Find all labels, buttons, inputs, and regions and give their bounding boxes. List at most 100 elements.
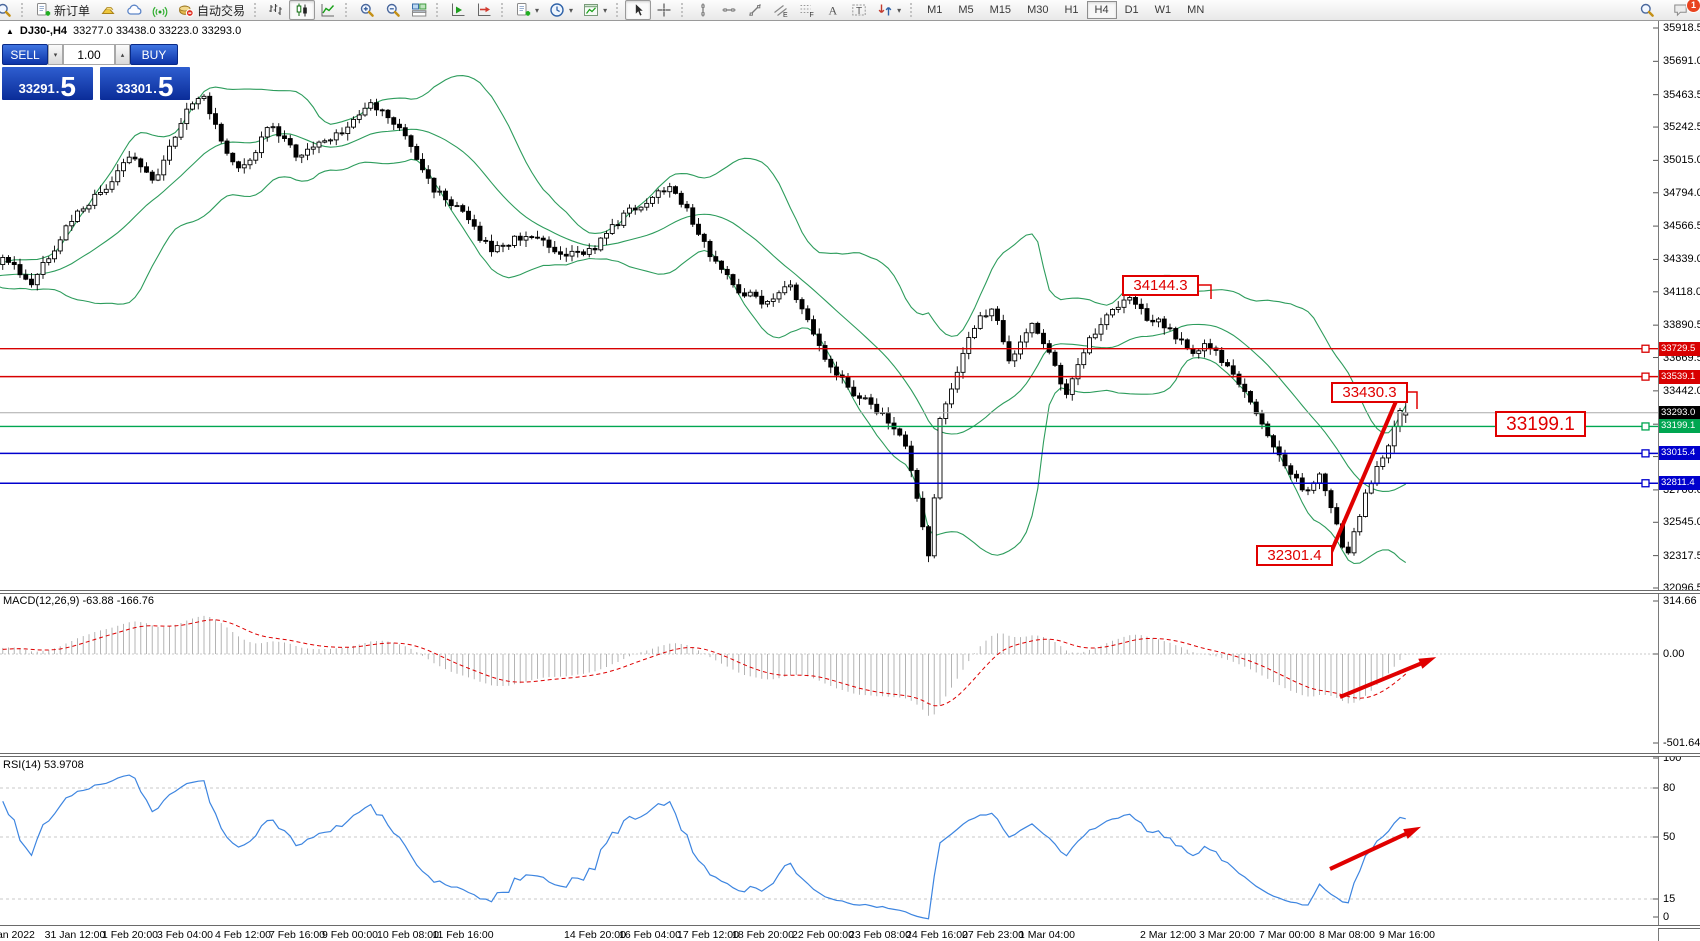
price-annotation-33430.3[interactable]: 33430.3 [1331,382,1408,403]
periods-button[interactable]: ▾ [544,1,578,19]
horizontal-line-button[interactable] [716,1,742,19]
chart-shift-button[interactable] [471,1,497,19]
new-chart-button[interactable]: ▾ [510,1,544,19]
timeframe-h1-button[interactable]: H1 [1064,4,1079,16]
sell-button[interactable]: SELL [2,44,48,65]
hline-handle[interactable] [1641,449,1650,458]
buy-price-button[interactable]: 33301 . 5 [99,67,190,102]
trendline-button[interactable] [742,1,768,19]
sell-price-button[interactable]: 33291 . 5 [2,67,93,101]
cursor-button[interactable] [625,0,652,20]
timeframe-m5-button[interactable]: M5 [958,4,974,16]
timeframe-w1-button[interactable]: W1 [1154,4,1172,16]
hline-handle[interactable] [1641,422,1650,431]
timeframe-d1-button[interactable]: D1 [1124,4,1139,16]
price-tick: 35463.5 [1663,88,1700,101]
hline-handle[interactable] [1641,479,1650,488]
vertical-line-button[interactable] [690,1,716,19]
crosshair-button[interactable] [651,1,677,19]
main-plot[interactable] [0,74,1409,565]
signal-button[interactable] [147,1,173,19]
time-label: 31 Jan 12:00 [44,929,106,941]
hline-handle[interactable] [1641,344,1650,353]
price-axis: 35918.5 35691.0 35463.5 35242.5 35015.0 34794… [1658,21,1700,941]
toolbar-right-group: 1 [1634,0,1700,19]
time-label: 17 Feb 12:00 [677,929,739,941]
symbol-period-label: DJ30-,H4 [19,25,67,37]
hline-handle[interactable] [1641,372,1650,381]
price-annotation-33199.1[interactable]: 33199.1 [1495,411,1586,437]
candles-chart-icon [294,2,310,18]
line-chart-button[interactable] [315,1,341,19]
autotrade-button[interactable]: 自动交易 [173,1,250,19]
notification-badge: 1 [1686,0,1700,13]
timeframe-m1-button[interactable]: M1 [927,4,943,16]
ohlc-values: 33277.0 33438.0 33223.0 33293.0 [73,25,242,37]
lot-decrease-button[interactable]: ▾ [48,44,63,65]
timeframe-h4-button[interactable]: H4 [1086,1,1117,19]
macd-indicator-label: MACD(12,26,9) -63.88 -166.76 [3,595,155,607]
macd-axis-value: 0.00 [1663,648,1685,660]
templates-button[interactable]: ▾ [578,1,612,19]
lot-increase-button[interactable]: ▴ [115,44,130,65]
arrows-button[interactable]: ▾ [872,1,906,19]
main-macd-separator[interactable] [0,590,1700,594]
zoom-out-button[interactable] [380,1,406,19]
text-button[interactable]: A [820,1,846,19]
price-tick: 34566.5 [1663,220,1700,233]
rsi-trend-arrow[interactable] [1329,826,1422,871]
zoom-in-icon [359,2,375,18]
templates-icon [583,2,599,18]
price-tag-33199.1: 33199.1 [1659,419,1700,434]
price-trend-arrow[interactable] [1324,382,1404,565]
price-tick: 34339.0 [1663,253,1700,266]
buy-price-pips: 5 [157,71,174,102]
price-annotation-34144.3[interactable]: 34144.3 [1122,275,1199,296]
chevron-down-icon: ▾ [603,5,608,15]
cursor-icon [630,2,646,18]
macd-rsi-separator[interactable] [0,753,1700,757]
rsi-plot[interactable] [0,774,1658,920]
timeframe-mn-button[interactable]: MN [1187,4,1205,16]
autoscroll-button[interactable] [445,1,471,19]
search-button[interactable] [1634,1,1660,19]
equidistant-channel-button[interactable]: E [768,1,794,19]
buy-price-main: 33301 [116,81,153,96]
gold-button[interactable] [95,1,121,19]
new-chart-group: ▾ ▾ ▾ [510,0,612,20]
time-axis: 28 Jan 2022 31 Jan 12:001 Feb 20:003 Feb … [0,927,1658,941]
candle-chart-button[interactable] [289,0,316,20]
line-chart-icon [320,2,336,18]
fibonacci-button[interactable]: F [794,1,820,19]
price-tick: 34794.0 [1663,186,1700,199]
new-order-button-label: 新订单 [54,3,91,18]
macd-plot[interactable] [0,615,1658,716]
price-tag-33539.1: 33539.1 [1659,369,1700,384]
time-label: 3 Mar 20:00 [1198,929,1256,941]
notifications-button[interactable]: 1 [1668,0,1700,19]
channel-icon: E [773,2,789,18]
tile-windows-button[interactable] [406,1,432,19]
lot-size-input[interactable] [63,44,115,65]
text-label-button[interactable]: T [846,1,872,19]
time-label: 7 Mar 00:00 [1258,929,1316,941]
svg-text:F: F [810,12,814,18]
zoom-in-button[interactable] [354,1,380,19]
new-order-button[interactable]: 新订单 [30,1,95,19]
clipped-toolbar-icon-button[interactable] [0,1,17,19]
buy-button[interactable]: BUY [130,44,178,65]
cloud-button[interactable] [121,1,147,19]
time-label: 1 Feb 20:00 [101,929,159,941]
bar-chart-button[interactable] [263,1,289,19]
time-label: 23 Feb 08:00 [849,929,911,941]
scroll-group [445,0,497,20]
timeframe-m30-button[interactable]: M30 [1027,4,1049,16]
macd-trend-arrow[interactable] [1339,657,1437,699]
timeframe-m15-button[interactable]: M15 [989,4,1012,16]
time-label: 8 Mar 08:00 [1318,929,1376,941]
price-tag-33293.0: 33293.0 [1659,405,1700,420]
price-tag-33015.4: 33015.4 [1659,446,1700,461]
price-annotation-32301.4[interactable]: 32301.4 [1256,545,1333,566]
rsi-axis-value: 0 [1663,911,1670,923]
